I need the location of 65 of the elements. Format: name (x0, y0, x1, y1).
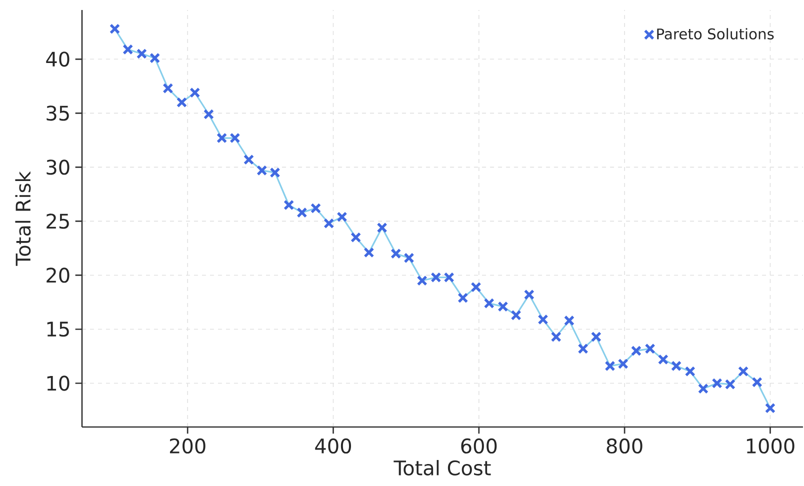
y-tick-label: 20 (46, 268, 70, 283)
point (644, 343, 656, 354)
point (604, 360, 616, 372)
x-tick-label: 800 (606, 438, 642, 454)
point (724, 379, 736, 390)
point (364, 247, 374, 258)
point (470, 282, 482, 292)
y-tick-label: 25 (46, 214, 69, 229)
point (698, 383, 709, 394)
x-tick-label: 400 (315, 438, 352, 454)
point (738, 366, 749, 377)
point (336, 212, 348, 222)
point (458, 292, 468, 304)
point (550, 332, 562, 342)
point (176, 97, 188, 108)
point (564, 315, 575, 326)
point (190, 87, 200, 98)
point (416, 275, 428, 286)
point (658, 354, 668, 365)
legend-label: Pareto Solutions (657, 28, 774, 40)
point (752, 376, 762, 388)
point (109, 24, 120, 34)
x-tick-label: 1000 (746, 438, 794, 454)
y-tick-label: 40 (46, 52, 70, 67)
x-tick-label: 600 (461, 438, 497, 454)
point (284, 200, 294, 210)
y-tick-label: 30 (46, 160, 70, 175)
point (324, 218, 334, 229)
point (590, 332, 602, 342)
point (404, 252, 414, 264)
point (310, 202, 322, 214)
point (150, 52, 160, 64)
point (270, 167, 280, 178)
point (216, 132, 228, 144)
point (296, 207, 308, 218)
point (684, 366, 696, 377)
y-tick-label: 35 (46, 106, 69, 121)
point (444, 272, 454, 283)
y-axis-title: Total Risk (15, 171, 31, 266)
point (498, 301, 508, 312)
point (764, 402, 776, 414)
point (618, 358, 628, 370)
point (484, 298, 494, 309)
point (256, 165, 268, 176)
point (230, 132, 240, 144)
point (524, 289, 534, 300)
point (670, 360, 682, 372)
point (430, 272, 442, 283)
point (136, 48, 148, 60)
y-tick-label: 15 (47, 322, 69, 337)
point (712, 378, 722, 389)
point (578, 343, 588, 354)
point (376, 222, 388, 233)
point (350, 232, 362, 243)
point (630, 346, 642, 356)
point (243, 154, 254, 165)
point (203, 108, 214, 120)
point (122, 44, 134, 55)
point (162, 83, 174, 94)
point (390, 248, 402, 259)
point (510, 310, 522, 320)
y-tick-label: 10 (47, 376, 70, 391)
point (538, 314, 548, 325)
x-tick-label: 200 (170, 438, 206, 454)
x-axis-title: Total Cost (394, 460, 491, 476)
